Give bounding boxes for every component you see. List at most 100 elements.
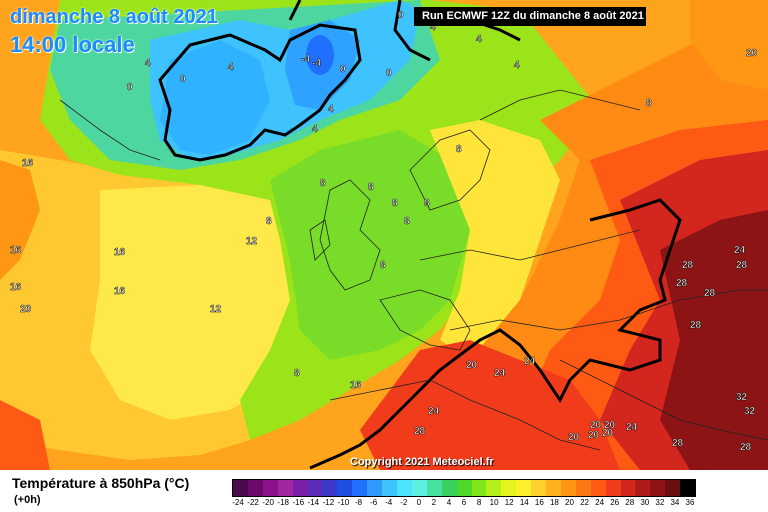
isotherm-value-label: 8 — [456, 144, 462, 155]
scale-tick-label: -24 — [232, 498, 244, 507]
scale-swatch — [486, 480, 502, 496]
isotherm-value-label: 32 — [744, 406, 756, 417]
isotherm-value-label: 16 — [350, 380, 362, 391]
isotherm-value-label: 4 — [312, 124, 318, 135]
isotherm-value-label: 16 — [22, 158, 34, 169]
scale-swatch — [471, 480, 487, 496]
scale-tick-label: -2 — [400, 498, 408, 507]
scale-swatch — [352, 480, 368, 496]
isotherm-value-label: 16 — [114, 286, 126, 297]
scale-tick-label: 12 — [504, 498, 514, 507]
forecast-date: dimanche 8 août 2021 — [10, 6, 218, 28]
scale-tick-label: -22 — [247, 498, 259, 507]
scale-tick-label: 34 — [670, 498, 680, 507]
scale-swatch — [426, 480, 442, 496]
scale-swatch — [605, 480, 621, 496]
color-scale — [232, 479, 696, 497]
scale-swatch — [546, 480, 561, 496]
scale-tick-label: 0 — [416, 498, 422, 507]
scale-tick-label: 16 — [534, 498, 544, 507]
scale-tick-label: 2 — [431, 498, 437, 507]
scale-tick-label: 8 — [476, 498, 482, 507]
isotherm-value-label: 24 — [494, 368, 506, 379]
isotherm-value-label: 4 — [514, 60, 520, 71]
isotherm-value-label: 4 — [328, 104, 334, 115]
scale-tick-label: -16 — [292, 498, 305, 507]
legend-subtitle: (+0h) — [14, 494, 41, 506]
scale-swatch — [560, 480, 576, 496]
scale-swatch — [590, 480, 606, 496]
isotherm-value-label: 8 — [392, 198, 398, 209]
legend-title: Température à 850hPa (°C) — [12, 475, 190, 491]
scale-tick-label: -12 — [322, 498, 335, 507]
scale-tick-label: -4 — [385, 498, 393, 507]
scale-tick-label: -18 — [277, 498, 289, 507]
isotherm-value-label: 20 — [602, 428, 614, 439]
scale-swatch — [620, 480, 636, 496]
scale-tick-label: 4 — [446, 498, 452, 507]
isotherm-value-label: 16 — [10, 282, 22, 293]
color-scale-ticks: -24 -22 -20 -18 -16 -14 -12 -10 -8 -6 -4 -2 0 2 4 6 8 10 1… — [232, 498, 696, 510]
scale-tick-label: 20 — [565, 498, 574, 507]
isotherm-value-label: 8 — [320, 178, 326, 189]
isotherm-value-label: 28 — [676, 278, 688, 289]
isotherm-value-label: 0 — [127, 82, 133, 93]
scale-tick-label: -20 — [262, 498, 274, 507]
scale-tick-label: -8 — [354, 498, 363, 507]
isotherm-value-label: 28 — [414, 426, 426, 437]
scale-tick-label: 24 — [595, 498, 605, 507]
isotherm-value-label: 28 — [690, 320, 702, 331]
isotherm-value-label: 12 — [246, 236, 258, 247]
scale-tick-label: -14 — [307, 498, 320, 507]
scale-swatch — [322, 480, 338, 496]
isotherm-value-label: 0 — [386, 68, 392, 79]
isotherm-value-label: 32 — [736, 392, 748, 403]
isotherm-value-label: 4 — [476, 34, 482, 45]
scale-tick-label: 10 — [489, 498, 499, 507]
isotherm-value-label: 20 — [466, 360, 478, 371]
isotherm-value-label: 8 — [266, 216, 272, 227]
isotherm-value-label: 20 — [746, 48, 758, 59]
scale-swatch — [516, 480, 532, 496]
isotherm-value-label: 24 — [734, 245, 746, 256]
scale-swatch — [277, 480, 293, 496]
scale-swatch — [337, 480, 353, 496]
isotherm-value-label: 8 — [294, 368, 300, 379]
isotherm-value-label: 20 — [604, 420, 616, 431]
scale-swatch — [441, 480, 457, 496]
copyright: Copyright 2021 Meteociel.fr — [350, 456, 494, 468]
isotherm-value-label: 28 — [672, 438, 684, 449]
forecast-time: 14:00 locale — [10, 32, 135, 57]
isotherm-value-label: 0 — [180, 74, 186, 85]
isotherm-value-label: 20 — [590, 420, 602, 431]
scale-tick-label: 18 — [549, 498, 559, 507]
isotherm-value-label: 24 — [524, 356, 536, 367]
isotherm-value-label: 28 — [682, 260, 694, 271]
isotherm-value-label: 12 — [210, 304, 222, 315]
scale-tick-label: 22 — [580, 498, 589, 507]
isotherm-value-label: 4 — [430, 22, 436, 33]
isotherm-value-label: -4 — [301, 54, 310, 65]
isotherm-value-label: 24 — [626, 422, 638, 433]
scale-swatch — [531, 480, 547, 496]
scale-tick-label: 32 — [655, 498, 665, 507]
scale-swatch — [575, 480, 591, 496]
model-run-label: Run ECMWF 12Z du dimanche 8 août 2021 — [414, 7, 646, 26]
scale-swatch — [233, 480, 248, 496]
scale-swatch — [367, 480, 383, 496]
scale-swatch — [501, 480, 517, 496]
isotherm-value-label: 8 — [404, 216, 410, 227]
isotherm-value-label: 4 — [145, 58, 151, 69]
isotherm-value-label: 20 — [20, 304, 32, 315]
isotherm-value-label: 16 — [10, 245, 22, 256]
isotherm-value-label: 20 — [568, 432, 580, 443]
scale-tick-label: 26 — [610, 498, 620, 507]
scale-swatch — [680, 480, 696, 496]
isotherm-value-label: 28 — [704, 288, 716, 299]
scale-swatch — [382, 480, 397, 496]
isotherm-value-label: 8 — [646, 98, 652, 109]
scale-tick-label: 30 — [640, 498, 650, 507]
scale-swatch — [292, 480, 308, 496]
